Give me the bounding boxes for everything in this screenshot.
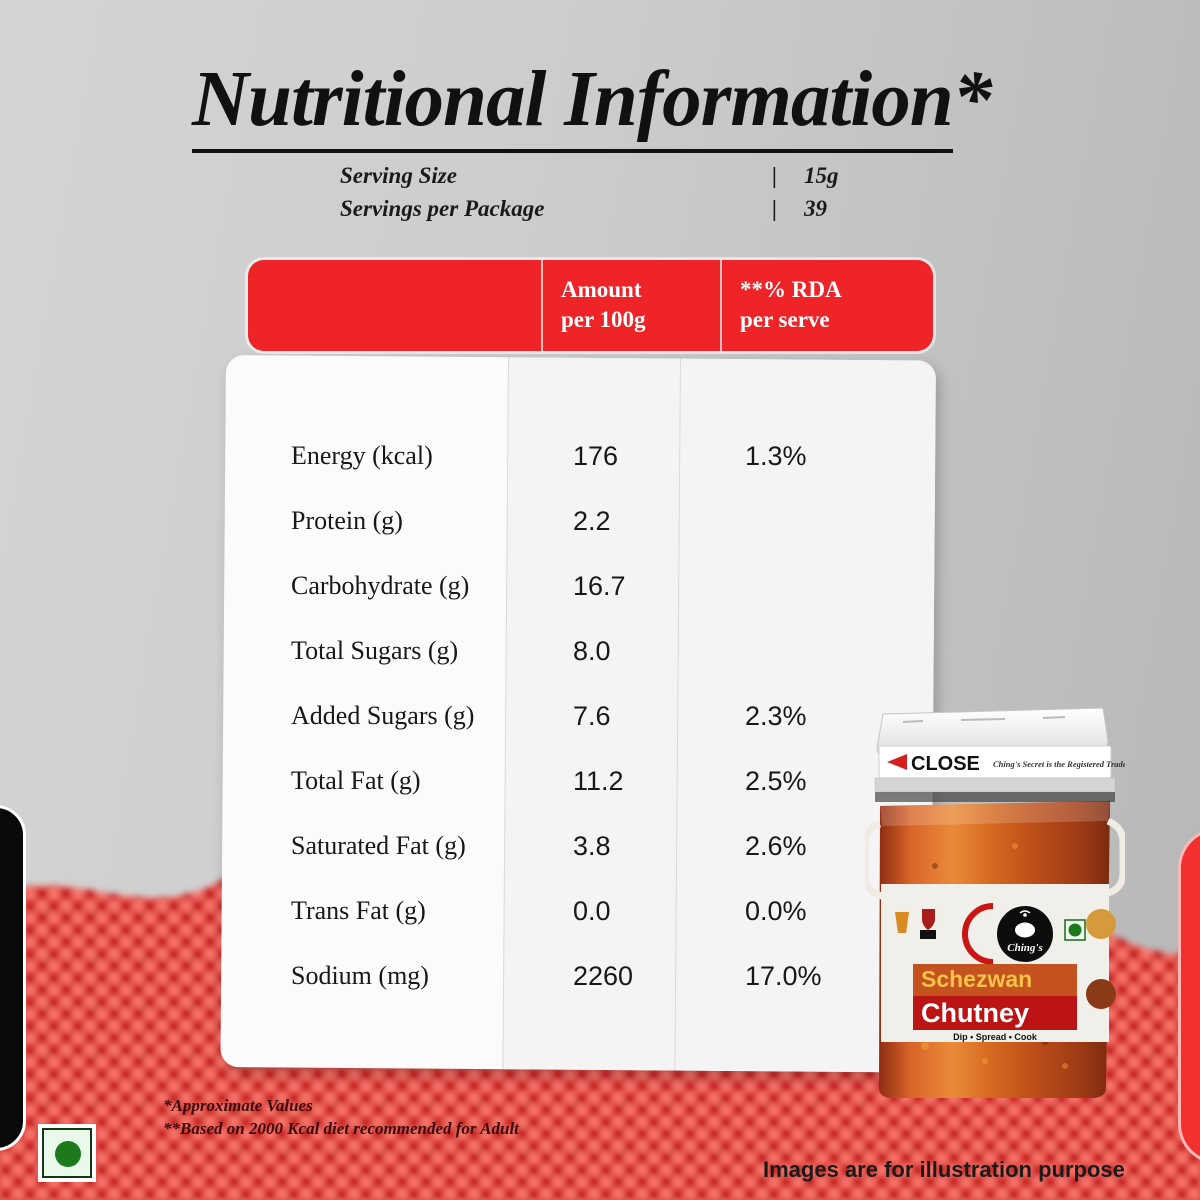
svg-text:CLOSE: CLOSE xyxy=(911,753,980,775)
svg-text:Chutney: Chutney xyxy=(921,998,1029,1028)
svg-text:Schezwan: Schezwan xyxy=(921,966,1032,992)
svg-text:Ching's: Ching's xyxy=(1007,942,1042,954)
svg-text:Dip • Spread • Cook: Dip • Spread • Cook xyxy=(953,1032,1038,1042)
svg-text:Ching's Secret is the Register: Ching's Secret is the Registered Trade m… xyxy=(993,759,1125,769)
